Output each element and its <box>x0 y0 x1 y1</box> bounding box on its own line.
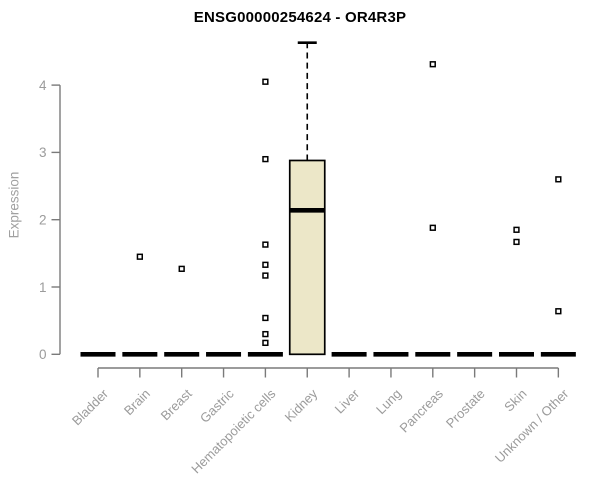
outlier-point <box>429 224 436 231</box>
outlier-point <box>262 78 269 85</box>
outlier-point <box>262 339 269 347</box>
y-axis-tick-label: 1 <box>39 280 47 295</box>
y-axis-tick-label: 2 <box>39 213 47 228</box>
y-axis-tick-label: 3 <box>39 145 47 160</box>
outlier-point <box>555 176 562 183</box>
x-axis-category-label: Kidney <box>282 386 321 425</box>
outlier-point <box>262 330 269 338</box>
outlier-point <box>262 155 269 163</box>
outlier-point <box>513 238 520 246</box>
x-axis-category-label: Bladder <box>69 386 112 429</box>
outlier-point <box>262 241 269 248</box>
outlier-point <box>429 61 436 68</box>
y-axis-tick-label: 0 <box>39 347 47 362</box>
x-axis-category-label: Pancreas <box>396 386 446 436</box>
outlier-point <box>262 272 269 279</box>
x-axis-category-label: Brain <box>121 386 153 418</box>
outlier-point <box>262 314 269 322</box>
y-axis-tick-label: 4 <box>39 78 47 93</box>
x-axis-category-label: Breast <box>158 386 195 423</box>
x-axis-category-label: Liver <box>332 386 363 417</box>
x-axis-category-label: Lung <box>373 386 404 417</box>
chart-title: ENSG00000254624 - OR4R3P <box>193 9 407 26</box>
outlier-point <box>178 265 185 272</box>
outlier-point <box>555 308 562 315</box>
x-axis-category-label: Gastric <box>197 386 237 426</box>
x-axis-category-label: Prostate <box>443 386 488 431</box>
outlier-point <box>136 253 143 260</box>
x-axis-category-label: Unknown / Other <box>492 386 572 466</box>
box <box>288 159 326 356</box>
outlier-point <box>262 261 269 268</box>
x-axis-category-label: Skin <box>501 386 529 414</box>
outlier-point <box>513 226 520 233</box>
